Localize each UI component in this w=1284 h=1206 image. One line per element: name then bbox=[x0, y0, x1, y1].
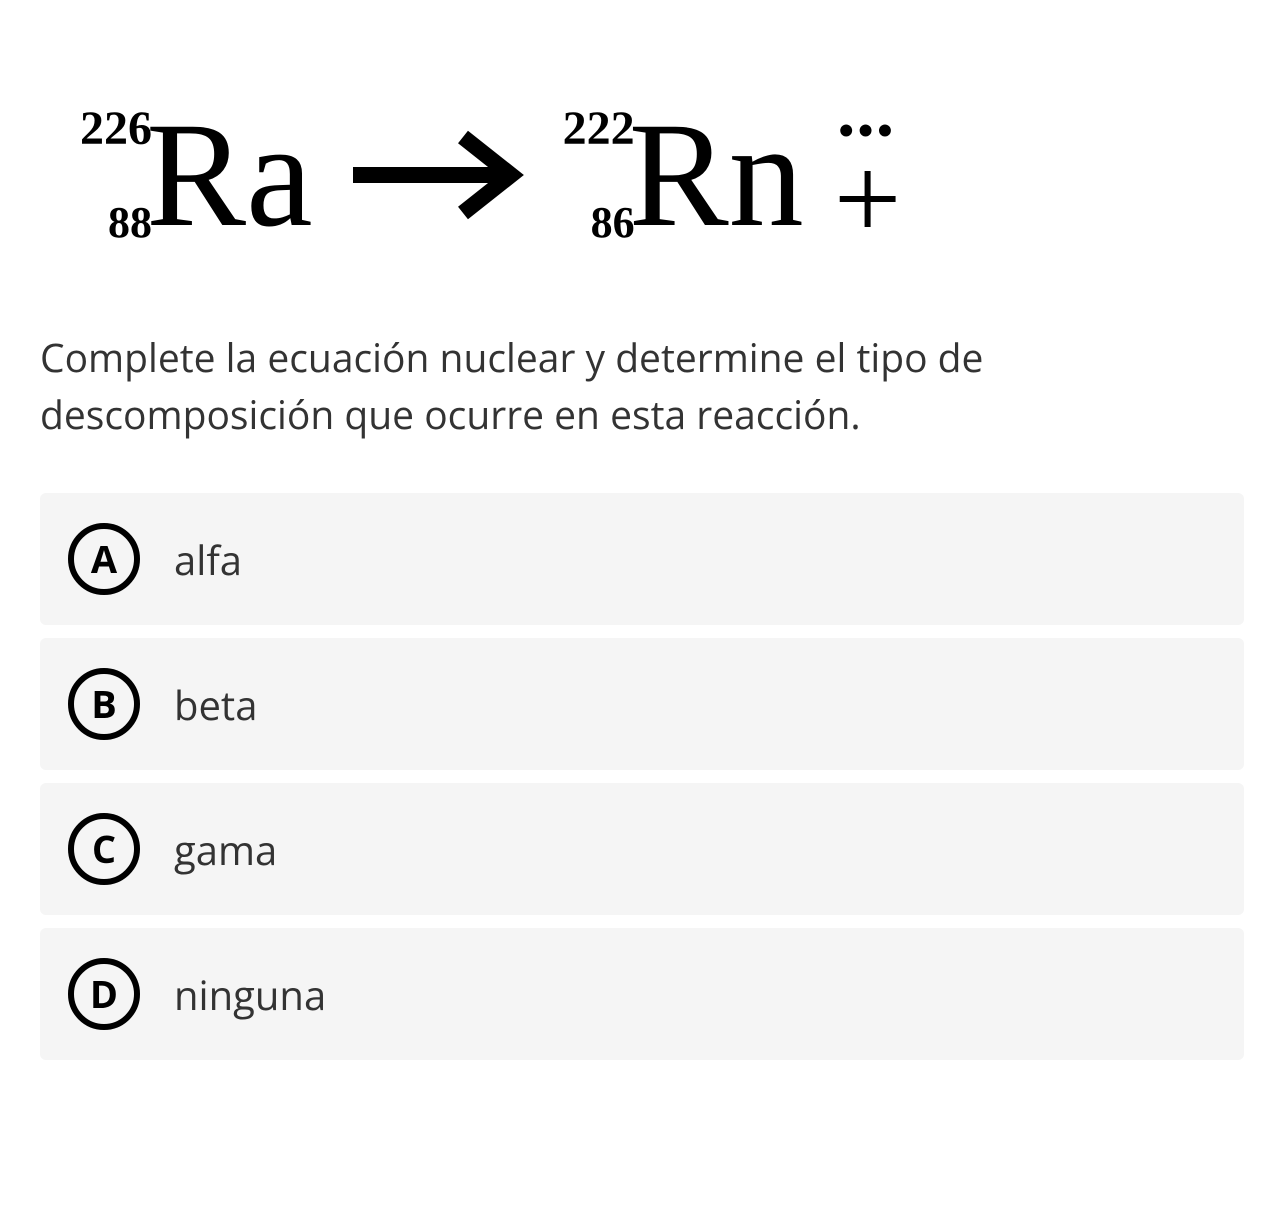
reaction-arrow-icon bbox=[343, 125, 533, 225]
option-text-a: alfa bbox=[174, 532, 242, 587]
product-mass-number: 222 bbox=[563, 105, 635, 153]
plus-group: ••• + bbox=[834, 109, 902, 241]
option-c[interactable]: C gama bbox=[40, 783, 1244, 915]
option-b[interactable]: B beta bbox=[40, 638, 1244, 770]
question-text: Complete la ecuación nuclear y determine… bbox=[40, 330, 1244, 443]
option-d[interactable]: D ninguna bbox=[40, 928, 1244, 1060]
option-letter-a: A bbox=[68, 523, 140, 595]
options-container: A alfa B beta C gama D ninguna bbox=[40, 493, 1244, 1060]
option-letter-d: D bbox=[68, 958, 140, 1030]
nuclear-equation: 226 88 Ra 222 86 Rn ••• + bbox=[80, 100, 1204, 250]
option-a[interactable]: A alfa bbox=[40, 493, 1244, 625]
reactant-isotope: 226 88 Ra bbox=[80, 100, 313, 250]
option-text-d: ninguna bbox=[174, 967, 326, 1022]
option-letter-c: C bbox=[68, 813, 140, 885]
product-isotope: 222 86 Rn bbox=[563, 100, 804, 250]
reactant-symbol: Ra bbox=[146, 100, 313, 250]
reactant-numbers: 226 88 bbox=[80, 105, 152, 245]
option-letter-b: B bbox=[68, 668, 140, 740]
plus-icon: + bbox=[834, 157, 902, 241]
option-text-c: gama bbox=[174, 822, 277, 877]
option-text-b: beta bbox=[174, 677, 257, 732]
product-symbol: Rn bbox=[629, 100, 804, 250]
product-numbers: 222 86 bbox=[563, 105, 635, 245]
reactant-mass-number: 226 bbox=[80, 105, 152, 153]
